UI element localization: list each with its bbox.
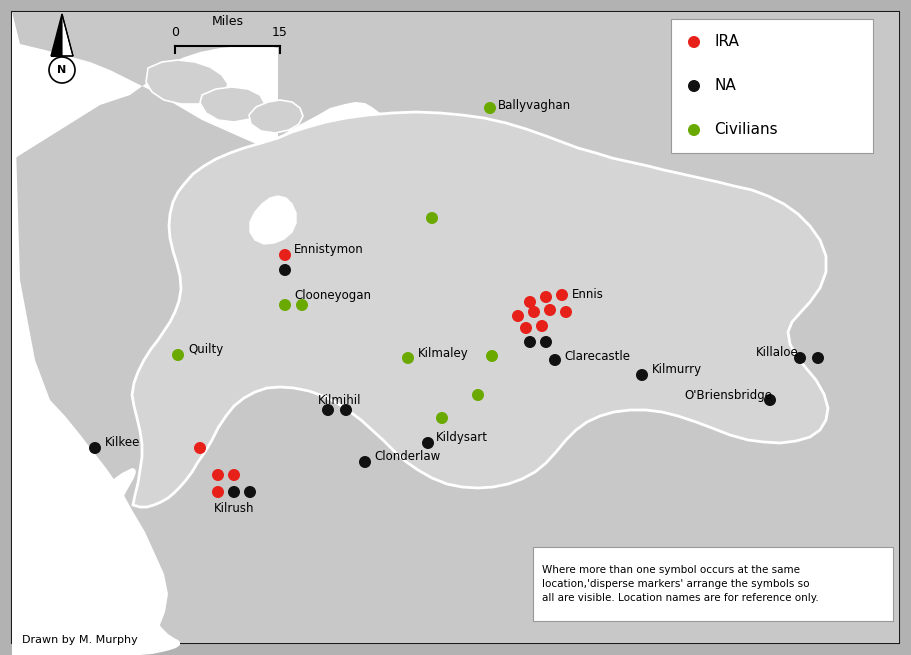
Polygon shape — [12, 12, 392, 164]
Point — [227, 470, 241, 480]
Point — [687, 37, 701, 47]
Text: Killaloe: Killaloe — [756, 345, 799, 358]
Polygon shape — [250, 196, 296, 244]
Text: Miles: Miles — [211, 15, 243, 28]
Text: Kilmihil: Kilmihil — [318, 394, 362, 407]
Text: Clooneyogan: Clooneyogan — [294, 288, 371, 301]
Point — [295, 300, 310, 310]
Point — [518, 323, 533, 333]
Text: Drawn by M. Murphy: Drawn by M. Murphy — [22, 635, 138, 645]
Point — [425, 213, 439, 223]
Point — [278, 265, 292, 275]
Point — [483, 103, 497, 113]
Point — [538, 291, 553, 302]
Point — [485, 351, 499, 362]
Point — [687, 81, 701, 91]
Text: Civilians: Civilians — [714, 122, 778, 138]
Point — [538, 337, 553, 347]
Point — [523, 337, 537, 347]
Point — [687, 124, 701, 135]
Point — [548, 355, 562, 365]
Circle shape — [49, 57, 75, 83]
Point — [321, 405, 335, 415]
Polygon shape — [12, 12, 168, 655]
Point — [793, 353, 807, 364]
Point — [339, 405, 353, 415]
Polygon shape — [62, 14, 73, 56]
Text: Clonderlaw: Clonderlaw — [374, 451, 440, 464]
Point — [210, 470, 225, 480]
Point — [210, 487, 225, 497]
Point — [87, 443, 102, 453]
Polygon shape — [200, 87, 265, 122]
Text: Kilrush: Kilrush — [214, 502, 254, 514]
Polygon shape — [249, 100, 303, 133]
FancyBboxPatch shape — [533, 547, 893, 621]
Text: Ballyvaghan: Ballyvaghan — [498, 98, 571, 111]
Point — [511, 310, 526, 321]
Text: N: N — [57, 65, 67, 75]
Point — [523, 297, 537, 307]
Point — [170, 350, 185, 360]
Point — [401, 353, 415, 364]
Text: Clarecastle: Clarecastle — [564, 350, 630, 362]
Polygon shape — [51, 14, 62, 56]
Text: IRA: IRA — [714, 35, 739, 50]
FancyBboxPatch shape — [671, 19, 873, 153]
Point — [193, 443, 208, 453]
Point — [555, 290, 569, 300]
Text: Kilkee: Kilkee — [105, 436, 140, 449]
Point — [358, 457, 373, 467]
Text: Kildysart: Kildysart — [436, 430, 488, 443]
Point — [471, 390, 486, 400]
Point — [763, 395, 777, 405]
Point — [535, 321, 549, 331]
Text: Kilmaley: Kilmaley — [418, 346, 469, 360]
Polygon shape — [132, 112, 828, 507]
Point — [543, 305, 558, 315]
Point — [421, 438, 435, 448]
Point — [227, 487, 241, 497]
Point — [278, 250, 292, 260]
Text: Ennis: Ennis — [572, 288, 604, 301]
Text: NA: NA — [714, 79, 736, 94]
Point — [811, 353, 825, 364]
Text: 0: 0 — [171, 26, 179, 39]
Point — [558, 307, 573, 317]
Point — [278, 300, 292, 310]
Text: Ennistymon: Ennistymon — [294, 244, 363, 257]
Point — [435, 413, 449, 423]
Point — [635, 370, 650, 381]
Text: Kilmurry: Kilmurry — [652, 364, 702, 377]
Text: Where more than one symbol occurs at the same
location,'disperse markers' arrang: Where more than one symbol occurs at the… — [542, 565, 819, 603]
Text: 15: 15 — [272, 26, 288, 39]
Text: Quilty: Quilty — [188, 343, 223, 356]
Text: O'Briensbridge: O'Briensbridge — [684, 390, 772, 403]
Polygon shape — [12, 468, 180, 655]
Point — [242, 487, 257, 497]
Polygon shape — [146, 60, 228, 104]
Point — [527, 307, 541, 317]
